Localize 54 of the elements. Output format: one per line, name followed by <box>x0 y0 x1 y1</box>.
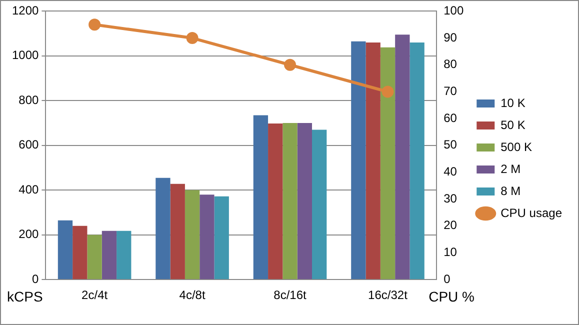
bar <box>282 123 298 280</box>
bar <box>297 123 312 280</box>
y-tick-label: 400 <box>18 182 40 196</box>
y-axis-title: kCPS <box>7 288 43 304</box>
bar <box>200 194 214 280</box>
y-tick-label: 600 <box>18 138 40 152</box>
bar <box>380 47 396 280</box>
y-tick-label: 1000 <box>12 48 40 62</box>
y2-tick-label: 0 <box>444 272 451 286</box>
x-tick-label: 2c/4t <box>82 288 108 302</box>
bar <box>87 234 102 280</box>
y2-tick-label: 50 <box>444 138 458 152</box>
bar <box>214 196 229 280</box>
legend-label: 50 K <box>500 118 526 132</box>
legend-label: CPU usage <box>500 206 562 220</box>
y-tick-label: 800 <box>18 92 40 107</box>
legend-label: 2 M <box>500 162 521 176</box>
point <box>88 18 101 31</box>
y2-tick-label: 80 <box>444 57 458 72</box>
y2-tick-label: 90 <box>444 30 458 44</box>
bar <box>366 42 380 280</box>
legend-label: 10 K <box>500 96 526 110</box>
bar <box>351 41 366 280</box>
y2-tick-label: 20 <box>444 218 458 232</box>
y2-tick-label: 10 <box>444 245 458 260</box>
bar <box>184 190 200 280</box>
point <box>186 32 198 44</box>
bar <box>58 220 73 280</box>
bar <box>395 34 410 280</box>
bar <box>268 123 283 280</box>
legend-label: 8 M <box>500 184 521 198</box>
point <box>382 86 394 98</box>
x-tick-label: 4c/8t <box>179 288 206 302</box>
x-tick-label: 16c/32t <box>368 288 408 302</box>
bar <box>102 230 117 280</box>
y-tick-label: 0 <box>32 272 40 286</box>
bar <box>253 115 268 280</box>
legend-label: 500 K <box>500 140 532 154</box>
bar <box>72 226 88 280</box>
x-tick-label: 8c/16t <box>274 288 308 302</box>
y2-tick-label: 100 <box>444 4 464 18</box>
y2-axis-title: CPU % <box>428 288 475 304</box>
y2-tick-label: 60 <box>444 110 458 125</box>
point <box>284 58 296 71</box>
y-tick-label: 200 <box>18 227 40 242</box>
y2-tick-label: 70 <box>444 84 458 98</box>
bar <box>410 42 424 280</box>
y-tick-label: 1200 <box>12 4 40 18</box>
bar <box>312 130 327 280</box>
bar <box>156 178 170 280</box>
bar <box>116 230 132 280</box>
bar <box>170 184 185 280</box>
y2-tick-label: 40 <box>444 164 458 179</box>
y2-tick-label: 30 <box>444 191 458 206</box>
